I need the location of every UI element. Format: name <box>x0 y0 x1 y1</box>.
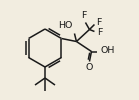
Text: F: F <box>96 18 102 27</box>
Text: O: O <box>86 62 93 72</box>
Text: F: F <box>97 28 103 37</box>
Text: F: F <box>81 12 86 20</box>
Text: OH: OH <box>100 46 115 55</box>
Text: HO: HO <box>58 22 72 30</box>
